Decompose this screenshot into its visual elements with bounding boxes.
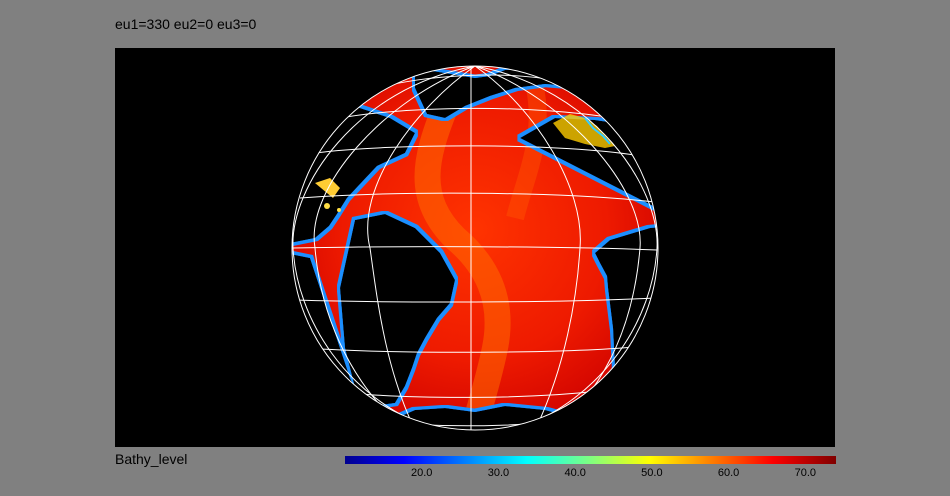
colorbar-tick-label: 70.0 [794,467,817,479]
africa-land [520,118,658,430]
colorbar-tick-label: 30.0 [487,467,510,479]
plot-title: eu1=330 eu2=0 eu3=0 [115,16,257,32]
map-panel [115,48,835,447]
colorbar-tick-label: 20.0 [411,467,433,479]
globe-outline [291,65,659,431]
globe-map [291,65,659,431]
colorbar-gradient [345,456,836,464]
colorbar-tick-label: 50.0 [641,467,663,479]
caribbean-islands [315,178,340,198]
colorbar: 20.0 30.0 40.0 50.0 60.0 70.0 [345,456,836,488]
south-america-land [340,214,455,408]
variable-name: Bathy_level [115,451,188,467]
colorbar-tick-label: 60.0 [717,467,740,479]
colorbar-tick-label: 40.0 [564,467,586,479]
antarctica-land [385,406,575,430]
